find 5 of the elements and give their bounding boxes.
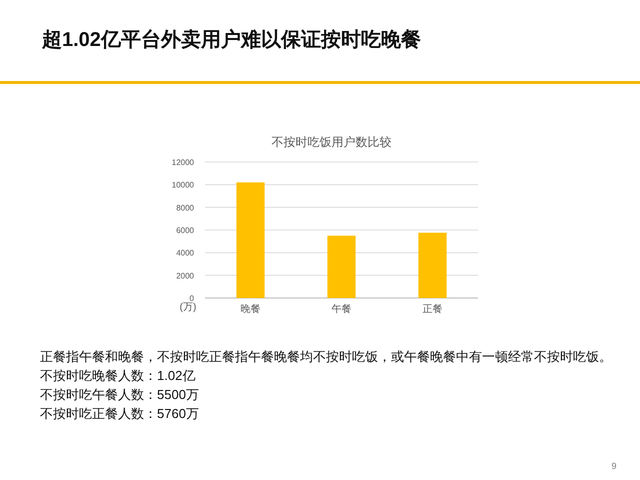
note: 不按时吃午餐人数：5500万 xyxy=(40,387,199,402)
title: 超1.02亿平台外卖用户难以保证按时吃晚餐 xyxy=(42,29,421,51)
note: 不按时吃晚餐人数：1.02亿 xyxy=(40,368,196,383)
note: 正餐指午餐和晚餐，不按时吃正餐指午餐晚餐均不按时吃饭，或午餐晚餐中有一顿经常不按时吃饭。 xyxy=(40,349,612,364)
note: 不按时吃正餐人数：5760万 xyxy=(40,406,199,421)
